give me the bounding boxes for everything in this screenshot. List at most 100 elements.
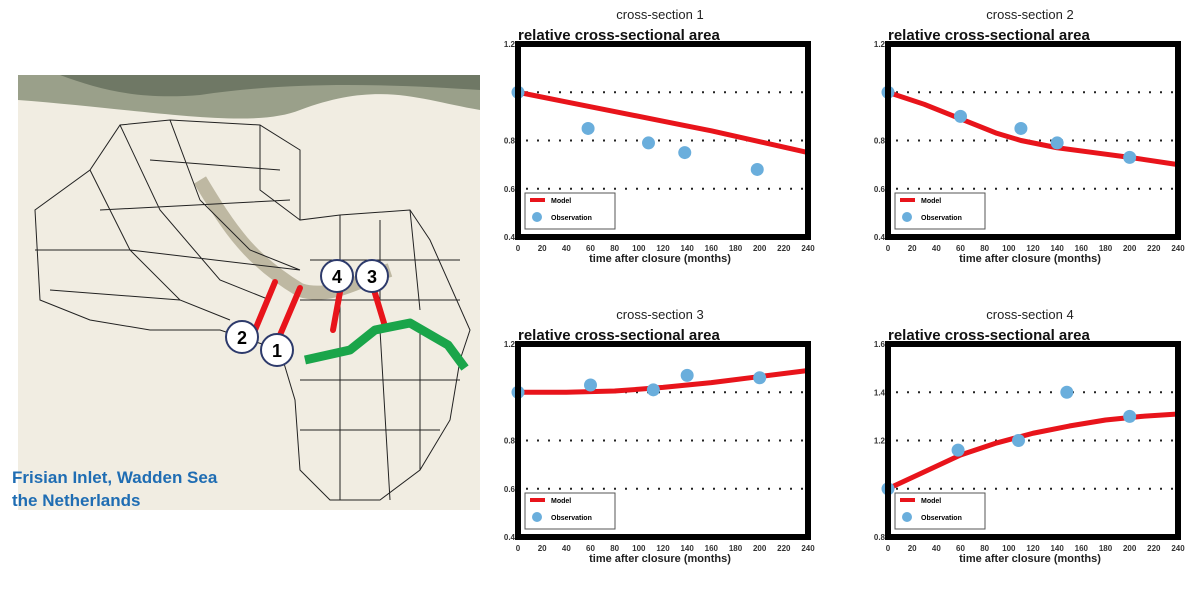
legend-observation-label: Observation <box>921 515 962 522</box>
y-tick-label: 0.6 <box>504 185 516 194</box>
y-tick-label: 1.2 <box>504 340 516 349</box>
y-axis-label: relative cross-sectional area <box>888 327 1090 344</box>
legend-model-label: Model <box>551 498 571 505</box>
x-tick-label: 240 <box>1171 544 1185 553</box>
x-tick-label: 160 <box>1075 244 1089 253</box>
observation-point <box>646 383 660 397</box>
x-tick-label: 100 <box>632 244 646 253</box>
observation-point <box>1123 409 1137 423</box>
x-tick-label: 140 <box>680 544 694 553</box>
x-tick-label: 200 <box>753 244 767 253</box>
marker-3: 3 <box>355 259 389 293</box>
marker-label: 4 <box>332 267 342 287</box>
chart-title: cross-section 4 <box>986 307 1074 322</box>
x-tick-label: 160 <box>1075 544 1089 553</box>
deep-sea-shading <box>60 75 480 97</box>
x-tick-label: 0 <box>516 544 521 553</box>
model-line <box>517 89 809 156</box>
x-tick-label: 80 <box>610 544 619 553</box>
plot-frame <box>515 341 811 540</box>
chart-cross-section-4: cross-section 4 0.8 1.2 1.4 1.6 0 20 40 60 80 100 1… <box>860 300 1200 590</box>
x-tick-label: 220 <box>777 244 791 253</box>
x-tick-label: 180 <box>729 544 743 553</box>
x-tick-label: 120 <box>656 544 670 553</box>
legend-model-label: Model <box>551 198 571 205</box>
observation-point <box>1014 121 1028 135</box>
outline-green <box>304 318 469 371</box>
marker-label: 1 <box>272 341 282 361</box>
y-tick-label: 0.4 <box>874 233 886 242</box>
observation-point <box>678 146 692 160</box>
marker-4: 4 <box>320 259 354 293</box>
model-line <box>887 89 1179 168</box>
x-tick-label: 220 <box>1147 244 1161 253</box>
marker-label: 2 <box>237 328 247 348</box>
x-tick-label: 140 <box>680 244 694 253</box>
legend: Model Observation <box>894 192 986 230</box>
y-tick-label: 1.2 <box>874 437 886 446</box>
plot-frame <box>885 41 1181 240</box>
observation-point <box>750 162 764 176</box>
observation-point <box>1012 434 1025 447</box>
x-tick-label: 140 <box>1050 544 1064 553</box>
chart-title: cross-section 1 <box>616 7 704 22</box>
x-tick-label: 60 <box>586 244 595 253</box>
plot-frame <box>885 341 1181 540</box>
chart-cross-section-1: cross-section 1 0.4 0.6 0.8 1.2 0 20 40 60 80 100 1… <box>490 0 830 290</box>
observation-point <box>954 109 967 123</box>
x-tick-label: 20 <box>908 244 917 253</box>
x-tick-label: 240 <box>1171 244 1185 253</box>
x-tick-label: 40 <box>932 544 941 553</box>
x-tick-label: 0 <box>886 244 891 253</box>
y-tick-label: 0.6 <box>504 485 516 494</box>
plot-area: 0.4 0.6 0.8 1.2 0 20 40 60 80 100 120 140 160 180 200 2… <box>504 340 815 553</box>
observation-point <box>1050 136 1064 150</box>
legend-observation-swatch <box>532 512 542 522</box>
plot-area: 0.4 0.6 0.8 1.2 0 20 40 60 80 100 120 140 160 180 200 2… <box>504 40 815 253</box>
marker-2: 2 <box>225 320 259 354</box>
map-drawing: 2 1 4 3 <box>18 75 480 510</box>
x-tick-label: 240 <box>801 244 815 253</box>
x-tick-label: 20 <box>538 544 547 553</box>
y-tick-label: 0.8 <box>874 533 886 542</box>
x-tick-label: 120 <box>1026 544 1040 553</box>
x-tick-label: 180 <box>1099 544 1113 553</box>
legend-observation-label: Observation <box>551 515 592 522</box>
y-tick-label: 0.4 <box>504 233 516 242</box>
observation-point <box>642 136 655 150</box>
x-tick-label: 180 <box>729 244 743 253</box>
legend-observation-label: Observation <box>921 215 962 222</box>
y-axis-label: relative cross-sectional area <box>518 27 720 44</box>
marker-1: 1 <box>260 333 294 367</box>
x-tick-label: 60 <box>586 544 595 553</box>
x-tick-label: 100 <box>632 544 646 553</box>
plot-frame <box>515 41 811 240</box>
legend-model-label: Model <box>921 198 941 205</box>
x-tick-label: 200 <box>1123 544 1137 553</box>
observation-point <box>584 378 597 392</box>
plot-area: 0.8 1.2 1.4 1.6 0 20 40 60 80 100 120 140 160 180 200 2… <box>874 340 1185 553</box>
y-tick-label: 1.6 <box>874 340 886 349</box>
x-tick-label: 240 <box>801 544 815 553</box>
legend: Model Observation <box>894 492 986 530</box>
chart-title: cross-section 3 <box>616 307 704 322</box>
x-tick-label: 80 <box>980 544 989 553</box>
x-tick-label: 140 <box>1050 244 1064 253</box>
legend-observation-swatch <box>902 212 912 222</box>
model-line <box>886 411 1179 492</box>
x-tick-label: 60 <box>956 244 965 253</box>
x-tick-label: 40 <box>562 244 571 253</box>
x-tick-label: 60 <box>956 544 965 553</box>
x-tick-label: 200 <box>753 544 767 553</box>
x-tick-label: 40 <box>562 544 571 553</box>
legend-model-label: Model <box>921 498 941 505</box>
transect-lines <box>252 279 387 338</box>
x-axis-label: time after closure (months) <box>589 253 731 265</box>
observation-point <box>1060 385 1074 399</box>
x-axis-label: time after closure (months) <box>959 253 1101 265</box>
y-tick-label: 1.2 <box>504 40 516 49</box>
x-tick-label: 0 <box>516 244 521 253</box>
x-tick-label: 220 <box>1147 544 1161 553</box>
observation-point <box>581 121 595 135</box>
y-tick-label: 0.8 <box>504 437 516 446</box>
